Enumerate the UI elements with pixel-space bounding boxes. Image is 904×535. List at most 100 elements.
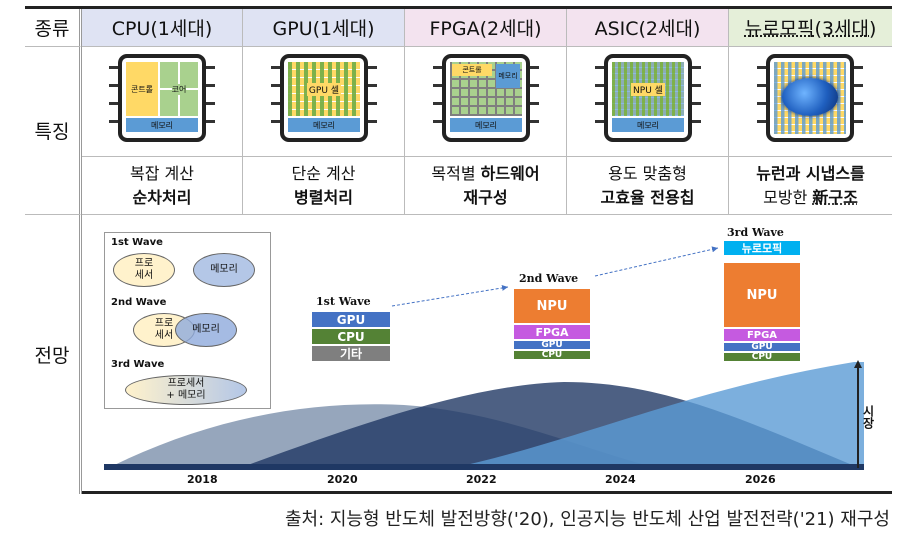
timeline-bar <box>104 464 864 470</box>
legend-processor-1: 프로 세서 <box>113 253 175 287</box>
cpu-control-block: 콘트롤 <box>126 62 158 116</box>
gpu-memory-block: 메모리 <box>288 118 360 132</box>
fpga-chip-diagram: 콘트롤 메모리 메모리 <box>442 54 530 142</box>
header-fpga: FPGA(2세대) <box>405 9 567 47</box>
wave2-npu: NPU <box>513 288 591 324</box>
chip-pin <box>206 120 215 123</box>
chip-pin <box>757 102 766 105</box>
legend-memory-2: 메모리 <box>175 313 237 347</box>
chip-pin <box>433 120 442 123</box>
asic-chip-diagram: NPU 셀 메모리 <box>604 54 692 142</box>
asic-memory-block: 메모리 <box>612 118 684 132</box>
chip-pin <box>595 120 604 123</box>
market-axis <box>854 360 862 468</box>
asic-desc-line2: 고효율 전용칩 <box>600 187 695 207</box>
wave2-title: 2nd Wave <box>519 272 579 285</box>
header-cpu-label: CPU(1세대) <box>111 18 213 40</box>
gpu-chip-diagram: GPU 셀 메모리 <box>280 54 368 142</box>
legend-box: 1st Wave 프로 세서 메모리 2nd Wave 프로 세서 메모리 3r… <box>104 232 271 409</box>
wave3-gpu: GPU <box>723 342 801 352</box>
cpu-chip-cell <box>82 47 243 157</box>
chip-pin <box>692 84 701 87</box>
chip-pin <box>271 102 280 105</box>
header-type-cell: 종류 <box>25 9 82 47</box>
cpu-core-label: 코어 <box>171 83 187 95</box>
chip-pin <box>530 66 539 69</box>
brain-icon <box>782 78 838 116</box>
year-label: 2018 <box>187 473 218 486</box>
arrow-w2-w3 <box>594 246 719 277</box>
chip-pin <box>206 66 215 69</box>
market-axis-label: 시장 <box>861 405 875 429</box>
wave3-fpga: FPGA <box>723 328 801 342</box>
wave3-npu: NPU <box>723 262 801 328</box>
wave1-cpu: CPU <box>311 328 391 345</box>
asic-desc: 용도 맞춤형 고효율 전용칩 <box>567 157 729 215</box>
fpga-memory-block: 메모리 <box>450 118 522 132</box>
neuro-desc-line1: 뉴런과 시냅스를 <box>756 163 865 183</box>
chip-pin <box>433 66 442 69</box>
chip-pin <box>595 84 604 87</box>
header-gpu-label: GPU(1세대) <box>272 18 375 40</box>
wave2-gpu: GPU <box>513 340 591 350</box>
gpu-desc-line2: 병렬처리 <box>294 187 353 207</box>
chip-pin <box>757 66 766 69</box>
chip-pin <box>271 66 280 69</box>
header-type-label: 종류 <box>34 18 70 40</box>
neuro-chip-cell <box>729 47 892 157</box>
fpga-desc-line1: 목적별 하드웨어 <box>431 162 539 186</box>
market-curves <box>104 362 864 470</box>
chip-pin <box>854 66 863 69</box>
cpu-chip-diagram: 콘트롤 코어 메모리 <box>118 54 206 142</box>
fpga-control-label: 콘트롤 <box>462 66 482 74</box>
chip-pin <box>595 66 604 69</box>
features-label: 특징 <box>34 121 70 143</box>
chip-pin <box>530 102 539 105</box>
neuro-desc-plain: 모방한 <box>763 187 813 207</box>
gpu-desc: 단순 계산 병렬처리 <box>243 157 405 215</box>
fpga-desc-bold: 하드웨어 <box>480 163 540 183</box>
arrow-w1-w2 <box>391 285 509 307</box>
year-label: 2026 <box>745 473 776 486</box>
cpu-core-block: 코어 <box>160 62 198 116</box>
neuro-desc: 뉴런과 시냅스를 모방한 新구조 <box>729 157 892 215</box>
fpga-desc: 목적별 하드웨어 재구성 <box>405 157 567 215</box>
wave2-fpga: FPGA <box>513 324 591 340</box>
source-note: 출처: 지능형 반도체 발전방향('20), 인공지능 반도체 산업 발전전략(… <box>284 509 890 530</box>
fpga-memory-label: 메모리 <box>474 120 498 130</box>
cpu-control-label: 콘트롤 <box>130 84 154 94</box>
wave1-gpu: GPU <box>311 311 391 328</box>
legend-wave1-title: 1st Wave <box>111 237 163 248</box>
curve-wave3 <box>444 362 864 470</box>
cpu-desc-line1: 복잡 계산 <box>130 163 194 183</box>
neuro-desc-line2: 모방한 新구조 <box>763 186 858 210</box>
asic-cell-block: NPU 셀 <box>612 62 684 116</box>
fpga-chip-cell <box>405 47 567 157</box>
legend-wave3-title: 3rd Wave <box>111 359 165 370</box>
wave2-cpu: CPU <box>513 350 591 360</box>
gpu-cell-label: GPU 셀 <box>306 82 342 96</box>
chip-pin <box>271 120 280 123</box>
wave-arrows <box>391 246 719 307</box>
chip-pins: /* placeholder */ <box>109 66 863 123</box>
header-asic-label: ASIC(2세대) <box>594 18 701 40</box>
year-label: 2020 <box>327 473 358 486</box>
chip-pin <box>854 102 863 105</box>
legend-memory-1: 메모리 <box>193 253 255 287</box>
outlook-row-label: 전망 <box>25 215 82 494</box>
header-gpu: GPU(1세대) <box>243 9 405 47</box>
chip-pin <box>757 84 766 87</box>
wave1-etc: 기타 <box>311 345 391 362</box>
chip-pin <box>206 84 215 87</box>
chip-pin <box>206 102 215 105</box>
comparison-table: 종류 CPU(1세대) GPU(1세대) FPGA(2세대) ASIC(2세대)… <box>25 6 892 494</box>
gpu-chip-cell <box>243 47 405 157</box>
asic-chip-cell <box>567 47 729 157</box>
asic-desc-line1: 용도 맞춤형 <box>608 163 687 183</box>
chip-pin <box>368 102 377 105</box>
chip-pin <box>433 102 442 105</box>
cpu-desc: 복잡 계산 순차처리 <box>82 157 243 215</box>
asic-memory-label: 메모리 <box>636 120 660 130</box>
chip-pin <box>368 120 377 123</box>
fpga-memory-top-label: 메모리 <box>498 72 518 80</box>
